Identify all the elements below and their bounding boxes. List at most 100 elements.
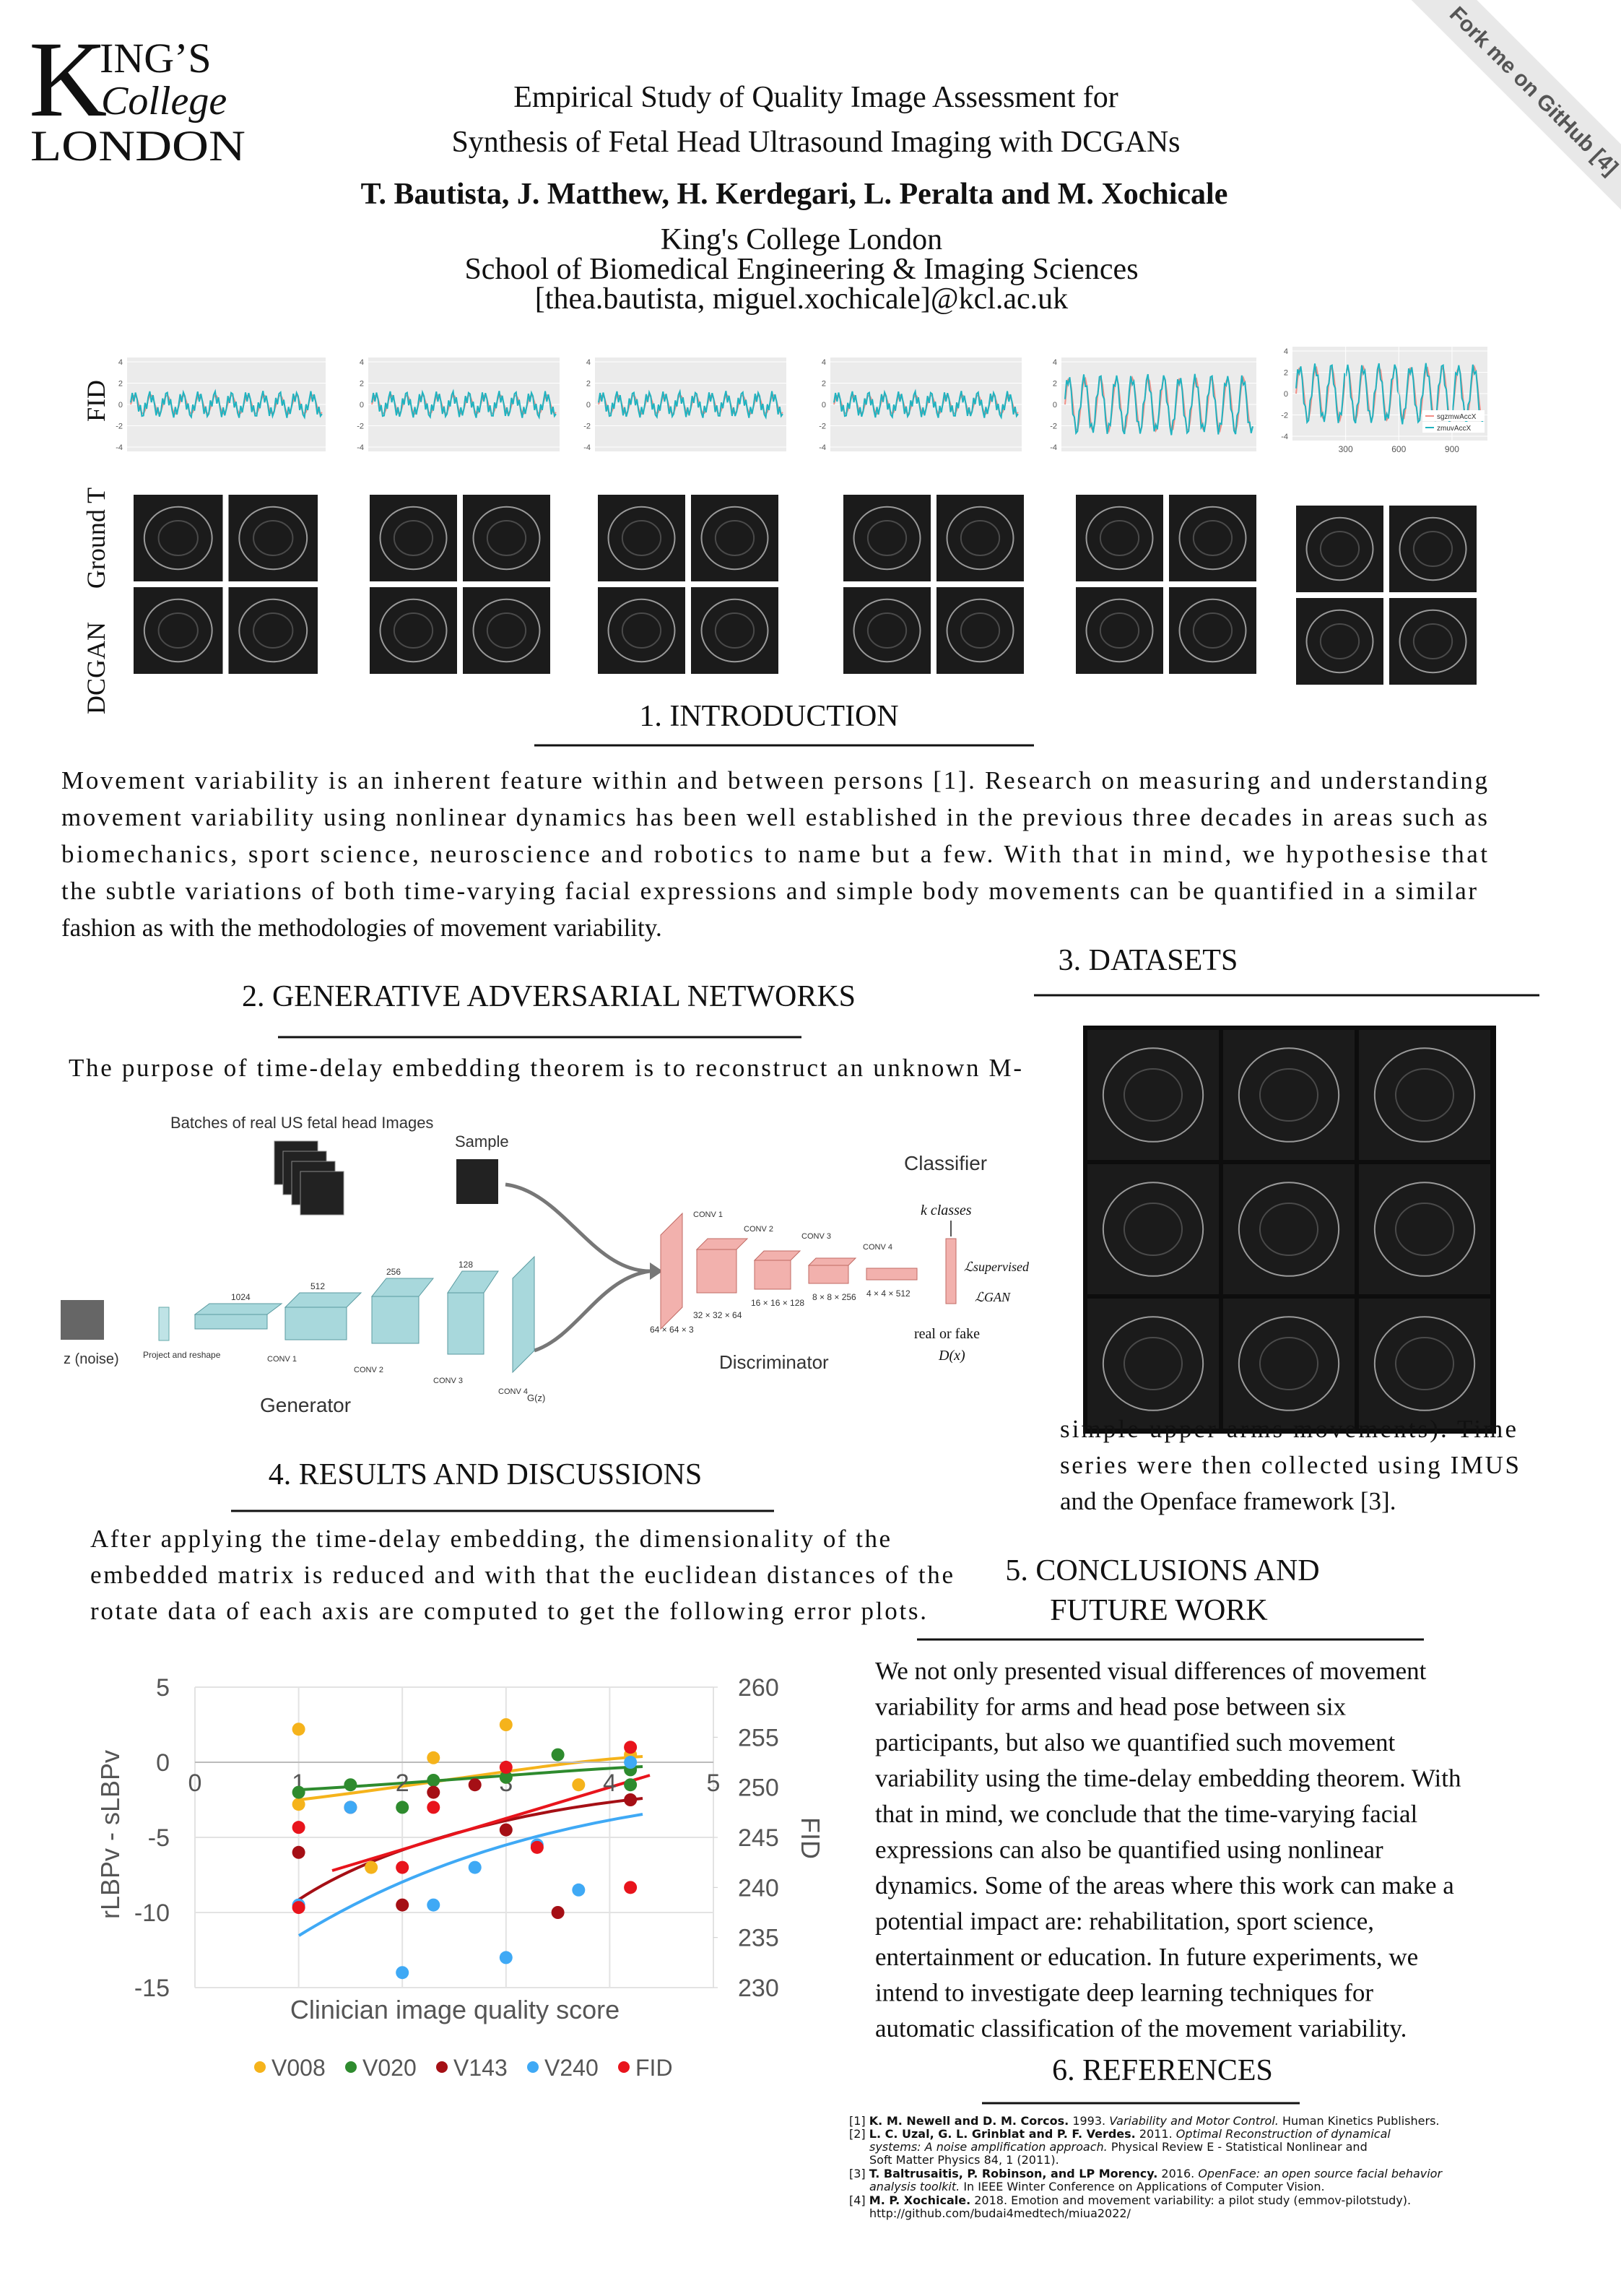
figure-label: CONV 3 [801, 1232, 831, 1241]
y-tick-label: 4 [822, 358, 826, 367]
texture [1319, 623, 1360, 659]
section-heading: 5. CONCLUSIONS AND [1005, 1554, 1319, 1587]
paragraph-line: entertainment or education. In future ex… [875, 1943, 1418, 1971]
y-tick-label: -2 [357, 423, 364, 431]
paragraph-line: rotate data of each axis are computed to… [90, 1597, 926, 1625]
head-outline [1178, 598, 1247, 663]
legend-swatch [527, 2061, 539, 2073]
figure-label: Sample [455, 1132, 509, 1151]
y-tick-label: -4 [819, 443, 826, 452]
paragraph-line: movement variability using nonlinear dyn… [61, 803, 1487, 831]
reference-line: systems: A noise amplification approach.… [869, 2140, 1368, 2154]
y-tick-label: 4 [118, 358, 123, 367]
data-point [468, 1860, 482, 1874]
ref-title: analysis toolkit. [869, 2180, 960, 2193]
y-tick-label: -2 [1281, 412, 1288, 420]
legend-label: V240 [544, 2055, 599, 2081]
texture [1259, 1068, 1319, 1122]
data-point [499, 1718, 513, 1731]
legend-label: V020 [362, 2055, 417, 2081]
x-tick-label: 600 [1391, 444, 1406, 454]
flow-arrow [505, 1182, 651, 1273]
figure-label: 512 [310, 1281, 325, 1291]
ref-year: 2011. [1139, 2127, 1173, 2141]
trend-line [297, 1813, 643, 1937]
ref-authors: L. C. Uzal, G. L. Grinblat and P. F. Ver… [869, 2127, 1136, 2141]
ref-source: In IEEE Winter Conference on Application… [963, 2180, 1324, 2193]
head-outline [379, 506, 448, 571]
ultrasound-tile [1076, 495, 1163, 581]
ultrasound-tile [1359, 1299, 1490, 1429]
ultrasound-tile [134, 495, 223, 581]
affiliation: King's College London [661, 223, 942, 256]
figure-label: G(z) [527, 1392, 545, 1403]
ultrasound-tile [843, 587, 931, 674]
legend-label: FID [635, 2055, 673, 2081]
figure-label: CONV 2 [354, 1366, 383, 1374]
ref-title: systems: A noise amplification approach. [869, 2140, 1108, 2154]
section-heading: 1. INTRODUCTION [639, 700, 898, 733]
data-point [427, 1773, 440, 1787]
texture [1259, 1337, 1319, 1390]
ref-source: Soft Matter Physics 84, 1 (2011). [869, 2153, 1059, 2167]
data-point [499, 1770, 513, 1784]
y-tick-label: -4 [583, 443, 591, 452]
texture [393, 612, 434, 649]
ultrasound-tile [1223, 1030, 1355, 1160]
legend-swatch [436, 2061, 448, 2073]
logo: K ING’S College LONDON [29, 20, 245, 170]
y-tick-label: -10 [134, 1899, 170, 1927]
head-outline [1102, 1047, 1204, 1143]
generator-blocks [194, 1255, 535, 1374]
figure-label: ℒGAN [975, 1290, 1011, 1304]
texture [714, 520, 755, 556]
figure-title: Discriminator [719, 1351, 829, 1373]
ref-num: [3] [849, 2167, 866, 2180]
ultrasound-tile [691, 495, 778, 581]
reference-line: [1] K. M. Newell and D. M. Corcos. 1993.… [849, 2114, 1440, 2128]
y-tick-label: 2 [1284, 369, 1288, 378]
ultrasound-tile [936, 587, 1024, 674]
texture [253, 612, 294, 649]
head-outline [1305, 516, 1374, 581]
paragraph-line: biomechanics, sport science, neuroscienc… [61, 840, 1487, 868]
section-heading: 3. DATASETS [1059, 944, 1238, 977]
ultrasound-tile [1169, 587, 1256, 674]
data-point [396, 1860, 409, 1874]
y-tick-label: 0 [1053, 401, 1057, 410]
figure-label: 16 × 16 × 128 [751, 1298, 804, 1308]
texture [1123, 1203, 1183, 1256]
y-tick-label: 4 [360, 358, 364, 367]
head-outline [946, 506, 1014, 571]
figure-label: ℒsupervised [964, 1260, 1030, 1274]
paragraph-line: variability using the time-delay embeddi… [875, 1764, 1461, 1793]
y2-tick-label: 230 [738, 1975, 779, 2002]
paragraph-line: series were then collected using IMUS [1060, 1451, 1519, 1479]
data-point [499, 1823, 513, 1837]
figure-label: z (noise) [64, 1351, 119, 1367]
y-tick-label: 0 [360, 401, 364, 410]
data-point [396, 1966, 409, 1980]
paragraph-line: The purpose of time-delay embedding theo… [69, 1054, 1022, 1082]
data-point [292, 1845, 305, 1859]
sample-image [456, 1159, 498, 1204]
data-point [572, 1883, 586, 1897]
y-tick-label: 0 [118, 401, 123, 410]
ref-year: 2016. [1161, 2167, 1194, 2180]
data-point [344, 1801, 357, 1814]
head-outline [1238, 1182, 1340, 1277]
ultrasound-tile [1389, 506, 1477, 592]
texture [1412, 531, 1453, 567]
head-outline [1399, 516, 1467, 581]
y2-tick-label: 245 [738, 1824, 779, 1852]
y2-tick-label: 260 [738, 1674, 779, 1702]
data-point [427, 1751, 440, 1764]
texture [1394, 1337, 1455, 1390]
reference-line: analysis toolkit. In IEEE Winter Confere… [869, 2180, 1325, 2193]
data-point [624, 1881, 638, 1894]
x-tick-label: 5 [707, 1769, 721, 1797]
texture [714, 612, 755, 649]
ultrasound-tile [1359, 1164, 1490, 1294]
ref-url[interactable]: http://github.com/budai4medtech/miua2022… [869, 2206, 1131, 2220]
ultrasound-tile [370, 587, 457, 674]
